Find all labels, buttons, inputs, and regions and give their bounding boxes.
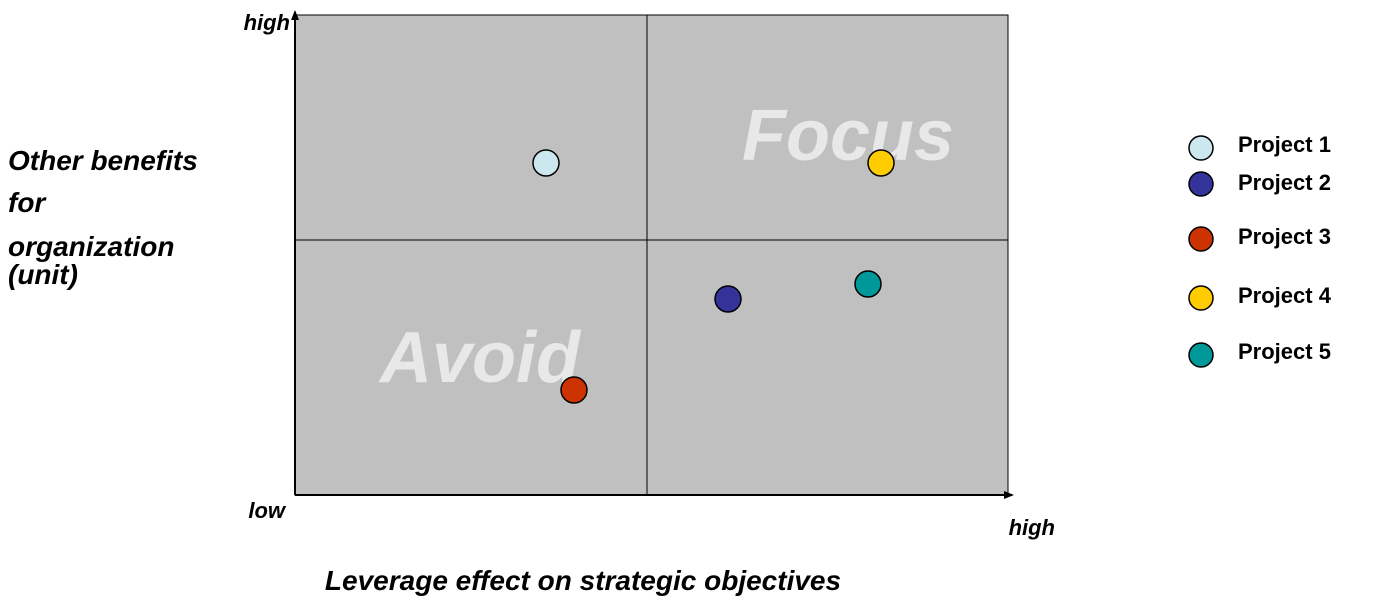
project-point: [867, 149, 895, 177]
legend-marker: [1188, 285, 1214, 311]
y-axis-title-line: Other benefits: [8, 145, 198, 176]
legend-marker: [1188, 171, 1214, 197]
y-axis-title-line: for: [8, 187, 47, 218]
legend-marker: [1188, 342, 1214, 368]
quadrant-label: Avoid: [378, 318, 582, 398]
x-low-label: low: [248, 498, 287, 523]
quadrant-label: Focus: [742, 96, 954, 176]
legend-marker: [1188, 226, 1214, 252]
y-axis-title-line: (unit): [8, 259, 78, 290]
legend-label: Project 2: [1238, 170, 1331, 195]
legend-marker: [1188, 135, 1214, 161]
project-point: [560, 376, 588, 404]
legend-label: Project 4: [1238, 283, 1332, 308]
legend-label: Project 1: [1238, 132, 1331, 157]
legend-markers: [1188, 135, 1214, 368]
project-point: [532, 149, 560, 177]
project-points: [532, 149, 895, 404]
matrix-area: [294, 14, 1009, 496]
y-axis-title-line: organization: [8, 231, 174, 262]
legend-label: Project 5: [1238, 339, 1331, 364]
x-axis-title: Leverage effect on strategic objectives: [325, 565, 841, 596]
project-point: [714, 285, 742, 313]
project-point: [854, 270, 882, 298]
x-high-label: high: [1009, 515, 1055, 540]
y-high-label: high: [244, 10, 290, 35]
legend-label: Project 3: [1238, 224, 1331, 249]
